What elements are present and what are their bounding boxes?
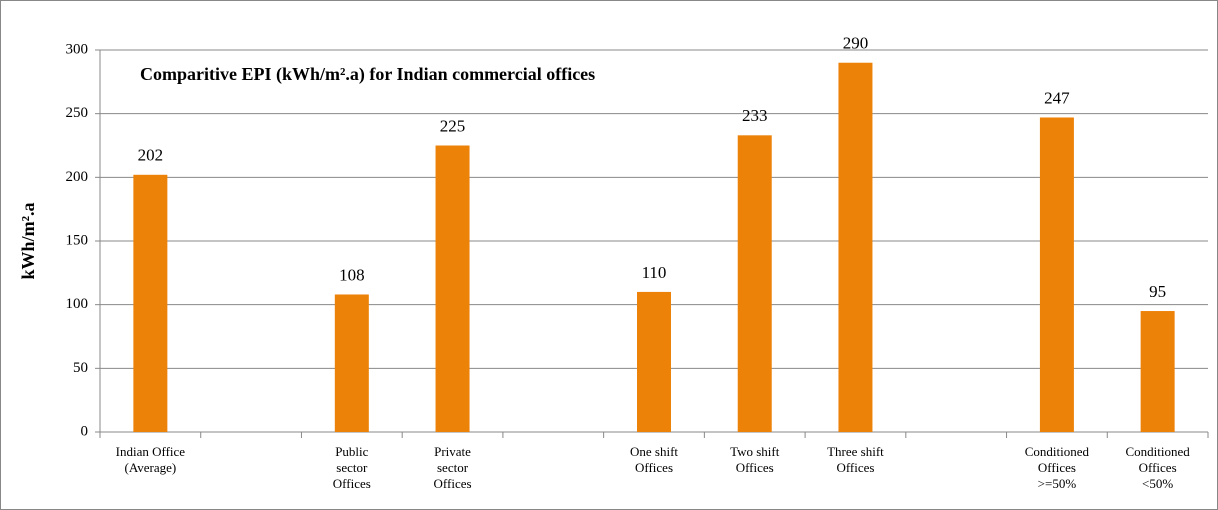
x-tick-label: Conditioned Offices <50% xyxy=(1125,444,1190,491)
bar xyxy=(334,294,369,432)
bar xyxy=(637,291,671,432)
bar xyxy=(133,174,168,432)
x-tick-label: Three shift Offices xyxy=(827,444,884,475)
y-tick-label: 300 xyxy=(66,41,89,57)
value-label: 110 xyxy=(642,263,667,282)
value-label: 225 xyxy=(440,116,466,135)
x-tick-label: Two shift Offices xyxy=(730,444,780,475)
y-tick-label: 0 xyxy=(81,423,89,439)
x-tick-label: Private sector Offices xyxy=(433,444,472,491)
y-tick-label: 50 xyxy=(73,360,88,376)
y-tick-label: 100 xyxy=(66,296,89,312)
value-label: 108 xyxy=(339,265,365,284)
y-tick-label: 150 xyxy=(66,232,89,248)
y-tick-label: 250 xyxy=(66,105,89,121)
bar xyxy=(838,62,873,432)
x-tick-label: One shift Offices xyxy=(629,444,679,475)
y-axis-label: kWh/m².a xyxy=(18,203,38,280)
chart-title: Comparitive EPI (kWh/m².a) for Indian co… xyxy=(140,64,595,85)
x-tick-label: Conditioned Offices >=50% xyxy=(1024,444,1090,491)
value-label: 233 xyxy=(742,106,768,125)
value-label: 290 xyxy=(843,34,869,53)
value-label: 95 xyxy=(1149,282,1166,301)
value-label: 202 xyxy=(138,146,164,165)
x-tick-label: Indian Office (Average) xyxy=(115,444,186,475)
bar xyxy=(1039,117,1074,432)
value-label: 247 xyxy=(1044,88,1070,107)
bar xyxy=(1140,311,1175,432)
y-tick-label: 200 xyxy=(66,169,89,185)
bar xyxy=(737,135,772,432)
x-tick-label: Public sector Offices xyxy=(332,444,371,491)
bar xyxy=(435,145,470,432)
